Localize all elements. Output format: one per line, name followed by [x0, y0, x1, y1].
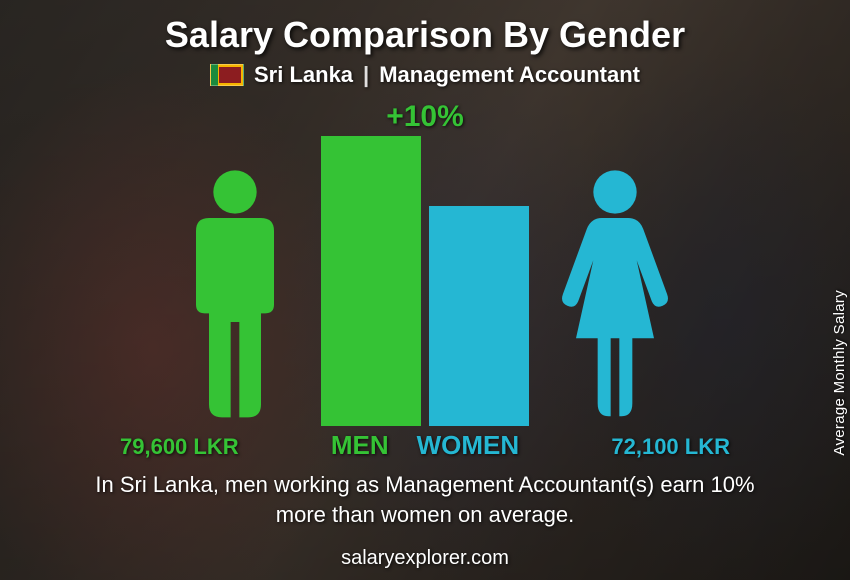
chart-area: +10%	[60, 100, 790, 460]
footer-attribution: salaryexplorer.com	[0, 547, 850, 570]
summary-text: In Sri Lanka, men working as Management …	[70, 470, 780, 529]
subtitle-row: Sri Lanka | Management Accountant	[0, 62, 850, 88]
women-amount: 72,100 LKR	[611, 434, 730, 460]
content-layer: Salary Comparison By Gender Sri Lanka | …	[0, 0, 850, 580]
bar-men	[321, 136, 421, 426]
divider-text: |	[363, 62, 369, 88]
sri-lanka-flag-icon	[210, 64, 244, 86]
delta-badge: +10%	[386, 100, 464, 134]
page-title: Salary Comparison By Gender	[0, 14, 850, 56]
job-title-label: Management Accountant	[379, 62, 640, 88]
man-icon	[170, 166, 300, 426]
label-men: MEN	[331, 430, 389, 461]
label-women: WOMEN	[417, 430, 520, 461]
y-axis-label: Average Monthly Salary	[832, 290, 849, 456]
country-label: Sri Lanka	[254, 62, 353, 88]
infographic-stage: Salary Comparison By Gender Sri Lanka | …	[0, 0, 850, 580]
woman-icon	[550, 166, 680, 426]
bar-women	[429, 206, 529, 426]
bar-group	[321, 136, 529, 426]
